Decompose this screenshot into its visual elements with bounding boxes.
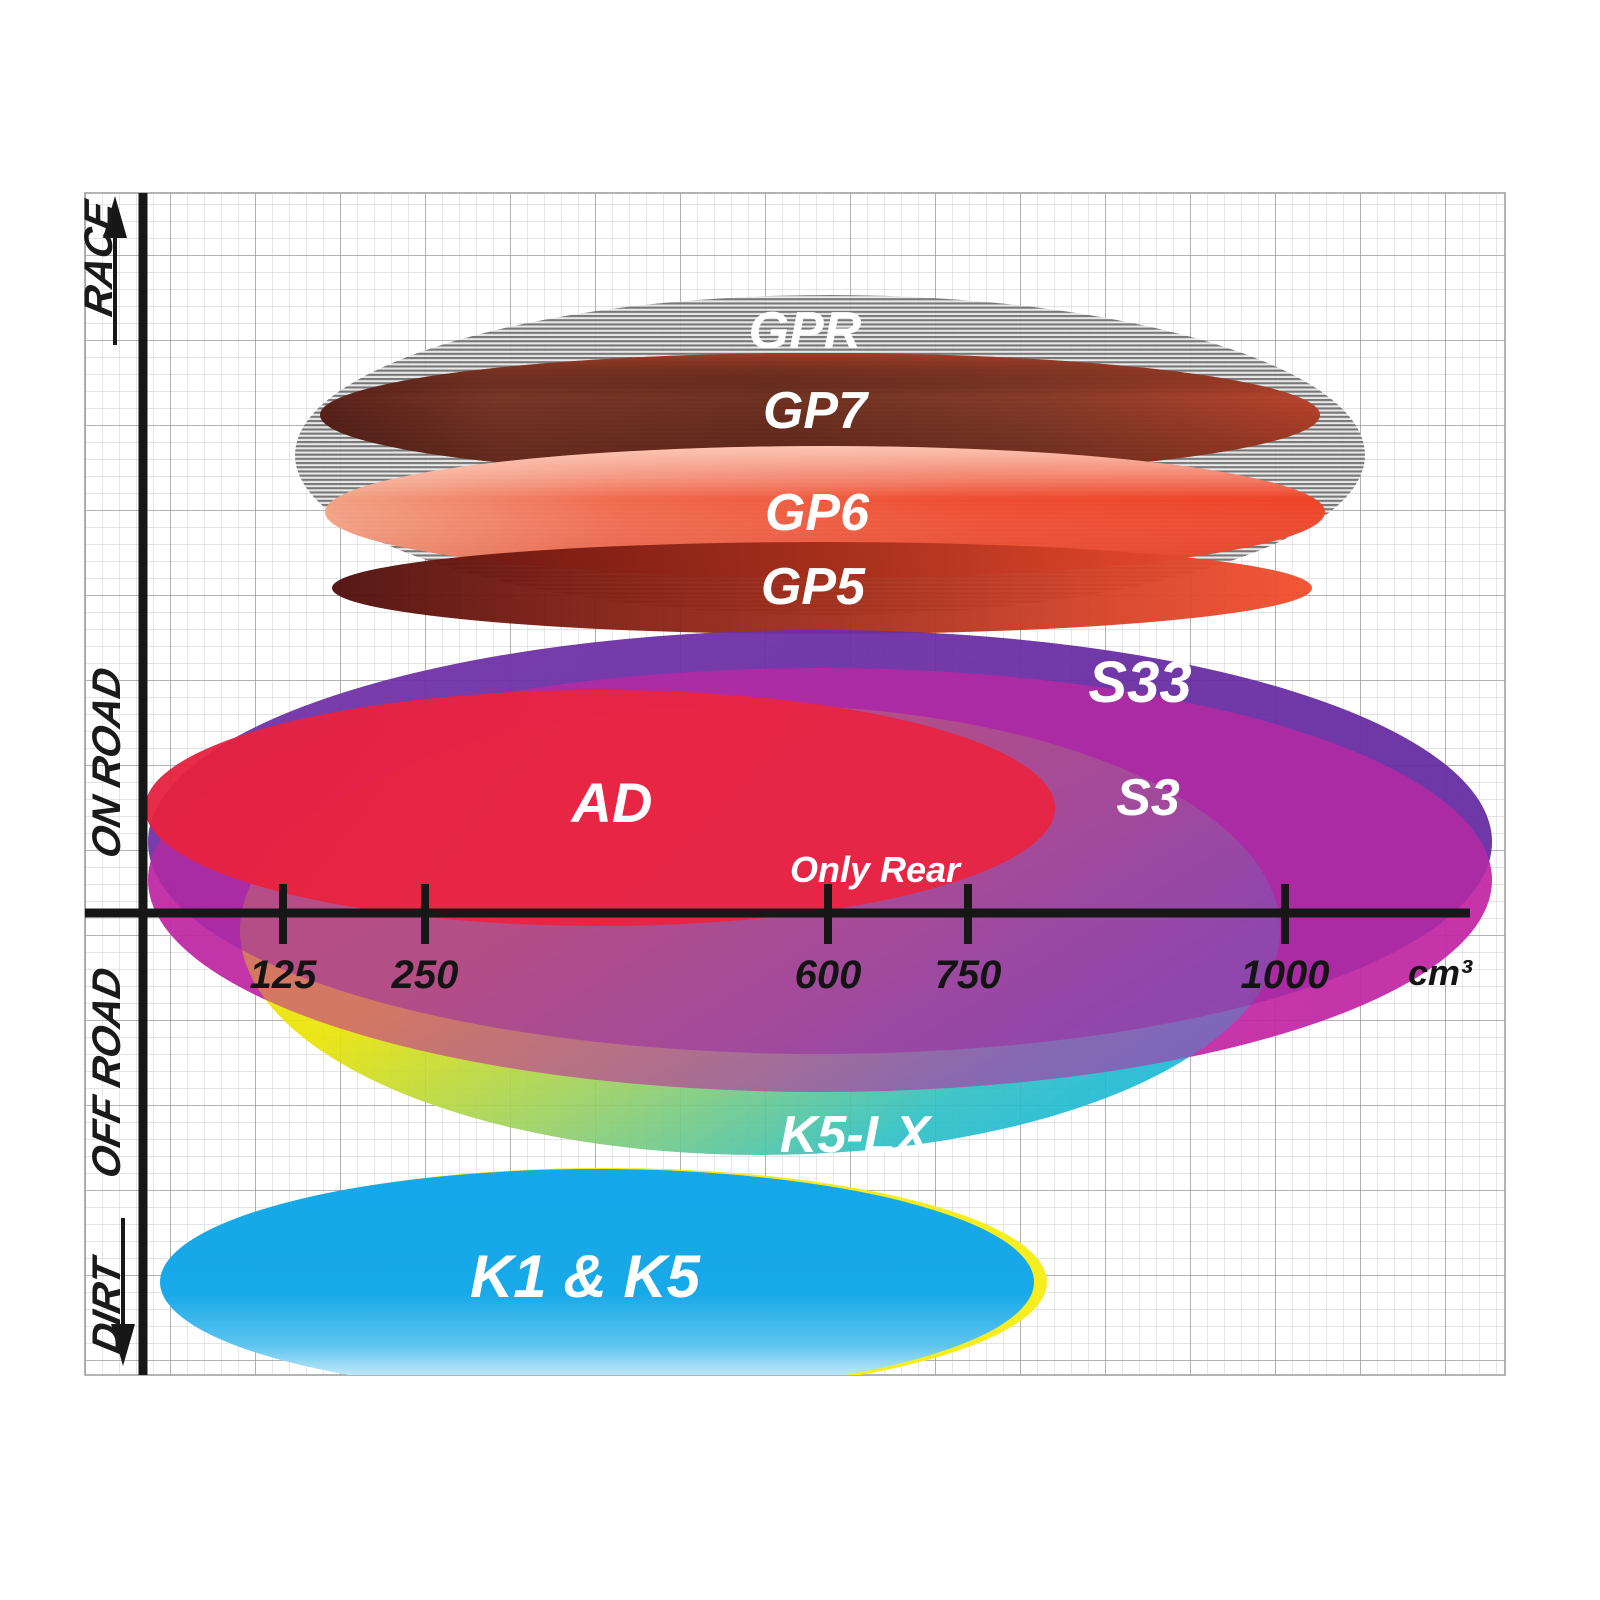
y-axis-arrows [103, 196, 135, 1366]
series-label-gp5: GP5 [761, 558, 866, 616]
series-plot-area [145, 295, 1492, 1395]
x-tick-label-750: 750 [935, 953, 1002, 997]
y-axis-label-on-road: ON ROAD [83, 663, 128, 862]
x-tick-label-1000: 1000 [1241, 953, 1330, 997]
series-label-k5lx: K5-LX [780, 1106, 934, 1164]
series-ellipse-k1k5[interactable] [160, 1169, 1034, 1395]
x-tick-label-250: 250 [391, 953, 459, 997]
annotation-only-rear: Only Rear [790, 849, 962, 890]
series-labels: GPR GP7 GP6 GP5 S33 S3 AD Only Rear K5-L… [470, 302, 1192, 1310]
x-axis-tick-labels: 125 250 600 750 1000 cm³ [250, 952, 1473, 997]
y-axis-label-dirt: DIRT [83, 1251, 128, 1357]
series-label-ad: AD [570, 771, 653, 834]
series-label-s33: S33 [1088, 650, 1191, 715]
series-ellipse-gp5[interactable] [332, 542, 1312, 634]
axis-lines [85, 193, 1470, 1375]
series-ellipse-gp6[interactable] [325, 446, 1325, 578]
series-label-s3: S3 [1116, 769, 1180, 827]
series-label-gp7: GP7 [763, 382, 869, 440]
x-tick-label-600: 600 [795, 953, 862, 997]
series-ellipse-ad[interactable] [145, 690, 1055, 926]
series-label-k1k5: K1 & K5 [470, 1243, 702, 1310]
series-label-gpr: GPR [749, 302, 862, 360]
y-axis-label-race: RACE [75, 196, 120, 320]
series-ellipse-gp7[interactable] [320, 353, 1320, 477]
x-axis-ticks [279, 884, 1289, 944]
y-axis-category-labels: RACE ON ROAD OFF ROAD DIRT [75, 196, 128, 1357]
x-tick-label-125: 125 [250, 953, 317, 997]
y-axis-label-off-road: OFF ROAD [83, 963, 128, 1181]
series-label-gp6: GP6 [765, 484, 870, 542]
x-axis-unit-label: cm³ [1408, 952, 1473, 993]
